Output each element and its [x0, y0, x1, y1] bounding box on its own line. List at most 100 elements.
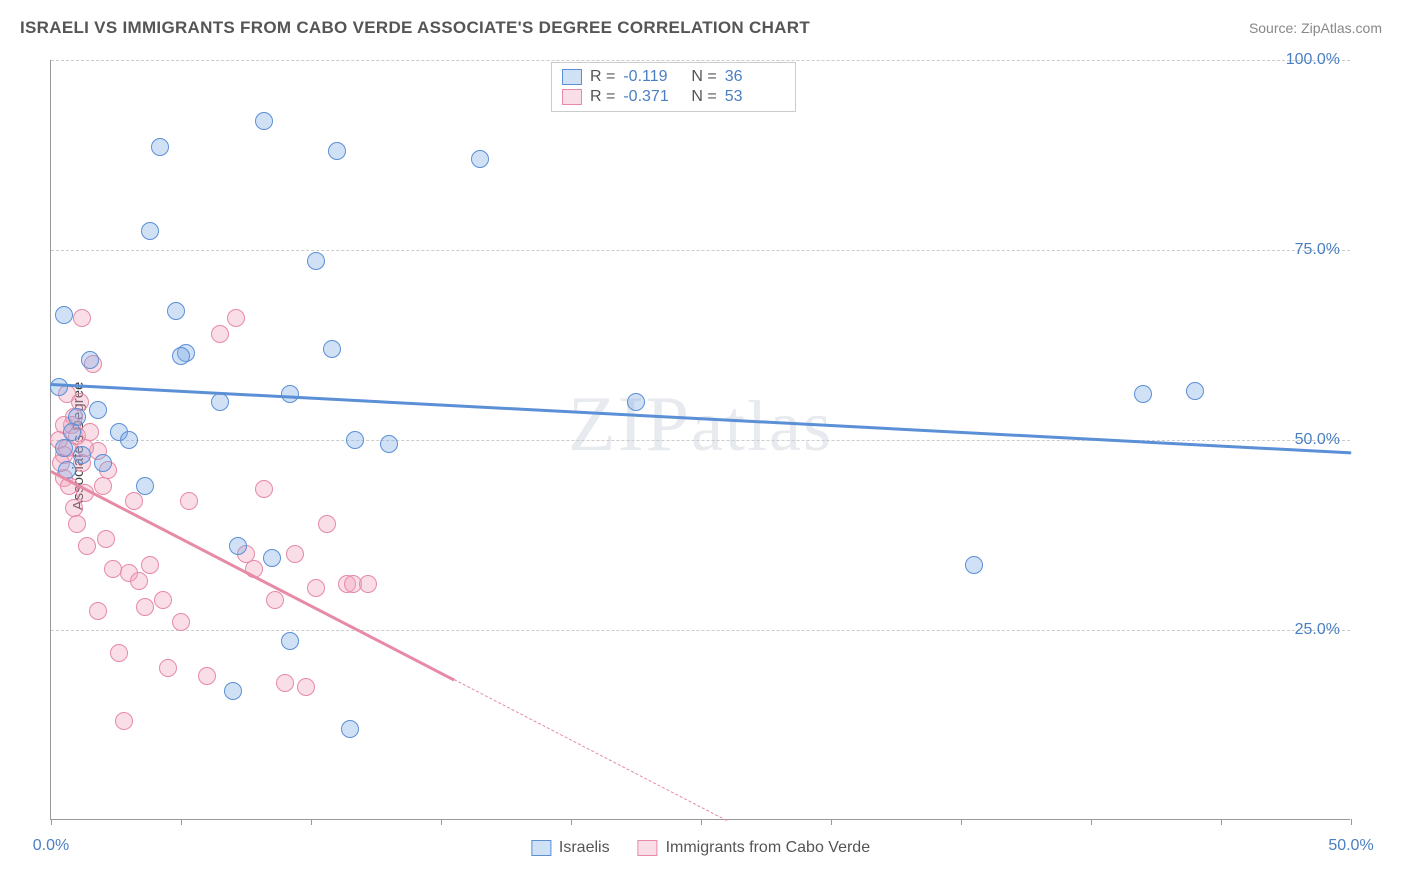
y-tick-label: 25.0%: [1295, 621, 1340, 639]
scatter-point: [141, 222, 159, 240]
scatter-point: [346, 431, 364, 449]
x-tick-mark: [571, 819, 572, 825]
n-prefix: N =: [691, 68, 716, 86]
gridline: [51, 60, 1350, 61]
chart-container: ISRAELI VS IMMIGRANTS FROM CABO VERDE AS…: [0, 0, 1406, 892]
source-attribution: Source: ZipAtlas.com: [1249, 20, 1382, 36]
scatter-point: [120, 431, 138, 449]
scatter-point: [307, 579, 325, 597]
legend-label-israelis: Israelis: [559, 839, 610, 857]
n-value-israelis: 36: [725, 68, 785, 86]
scatter-point: [81, 351, 99, 369]
scatter-point: [136, 477, 154, 495]
scatter-point: [73, 309, 91, 327]
x-tick-mark: [961, 819, 962, 825]
scatter-point: [965, 556, 983, 574]
correlation-row-cabo-verde: R = -0.371 N = 53: [562, 87, 785, 107]
gridline: [51, 630, 1350, 631]
scatter-point: [318, 515, 336, 533]
legend-item-israelis: Israelis: [531, 839, 610, 857]
scatter-point: [263, 549, 281, 567]
scatter-point: [286, 545, 304, 563]
scatter-point: [89, 401, 107, 419]
scatter-point: [255, 480, 273, 498]
swatch-israelis: [562, 69, 582, 85]
scatter-point: [328, 142, 346, 160]
y-tick-label: 75.0%: [1295, 241, 1340, 259]
r-value-cabo-verde: -0.371: [623, 88, 683, 106]
scatter-point: [227, 309, 245, 327]
scatter-point: [359, 575, 377, 593]
scatter-point: [341, 720, 359, 738]
scatter-point: [172, 613, 190, 631]
trend-line: [51, 383, 1351, 454]
scatter-point: [211, 325, 229, 343]
x-tick-mark: [701, 819, 702, 825]
swatch-cabo-verde: [562, 89, 582, 105]
scatter-point: [229, 537, 247, 555]
n-value-cabo-verde: 53: [725, 88, 785, 106]
scatter-point: [180, 492, 198, 510]
scatter-point: [65, 499, 83, 517]
scatter-point: [151, 138, 169, 156]
x-tick-mark: [51, 819, 52, 825]
scatter-point: [78, 537, 96, 555]
x-tick-mark: [1351, 819, 1352, 825]
scatter-point: [266, 591, 284, 609]
x-tick-label: 50.0%: [1328, 837, 1373, 855]
series-legend: Israelis Immigrants from Cabo Verde: [531, 839, 870, 857]
n-prefix: N =: [691, 88, 716, 106]
r-value-israelis: -0.119: [623, 68, 683, 86]
scatter-point: [159, 659, 177, 677]
scatter-point: [172, 347, 190, 365]
scatter-point: [154, 591, 172, 609]
scatter-point: [130, 572, 148, 590]
y-tick-label: 50.0%: [1295, 431, 1340, 449]
scatter-point: [1134, 385, 1152, 403]
scatter-point: [63, 423, 81, 441]
scatter-point: [323, 340, 341, 358]
chart-title: ISRAELI VS IMMIGRANTS FROM CABO VERDE AS…: [20, 18, 810, 38]
legend-label-cabo-verde: Immigrants from Cabo Verde: [666, 839, 871, 857]
scatter-point: [211, 393, 229, 411]
scatter-point: [307, 252, 325, 270]
scatter-point: [281, 632, 299, 650]
x-tick-mark: [1091, 819, 1092, 825]
scatter-point: [68, 515, 86, 533]
correlation-row-israelis: R = -0.119 N = 36: [562, 67, 785, 87]
scatter-point: [380, 435, 398, 453]
scatter-point: [297, 678, 315, 696]
scatter-point: [115, 712, 133, 730]
scatter-point: [1186, 382, 1204, 400]
x-tick-mark: [831, 819, 832, 825]
x-tick-mark: [1221, 819, 1222, 825]
scatter-point: [94, 454, 112, 472]
scatter-point: [627, 393, 645, 411]
x-tick-label: 0.0%: [33, 837, 69, 855]
legend-item-cabo-verde: Immigrants from Cabo Verde: [638, 839, 871, 857]
trend-line: [454, 679, 727, 821]
swatch-israelis: [531, 840, 551, 856]
r-prefix: R =: [590, 68, 615, 86]
scatter-point: [255, 112, 273, 130]
scatter-point: [471, 150, 489, 168]
scatter-point: [50, 378, 68, 396]
scatter-point: [141, 556, 159, 574]
scatter-point: [55, 306, 73, 324]
x-tick-mark: [441, 819, 442, 825]
scatter-point: [73, 446, 91, 464]
scatter-point: [198, 667, 216, 685]
scatter-point: [276, 674, 294, 692]
scatter-point: [136, 598, 154, 616]
scatter-point: [89, 602, 107, 620]
swatch-cabo-verde: [638, 840, 658, 856]
gridline: [51, 250, 1350, 251]
scatter-point: [125, 492, 143, 510]
y-tick-label: 100.0%: [1286, 51, 1340, 69]
x-tick-mark: [311, 819, 312, 825]
scatter-point: [224, 682, 242, 700]
scatter-point: [110, 644, 128, 662]
x-tick-mark: [181, 819, 182, 825]
plot-area: ZIPatlas R = -0.119 N = 36 R = -0.371 N …: [50, 60, 1350, 820]
scatter-point: [167, 302, 185, 320]
